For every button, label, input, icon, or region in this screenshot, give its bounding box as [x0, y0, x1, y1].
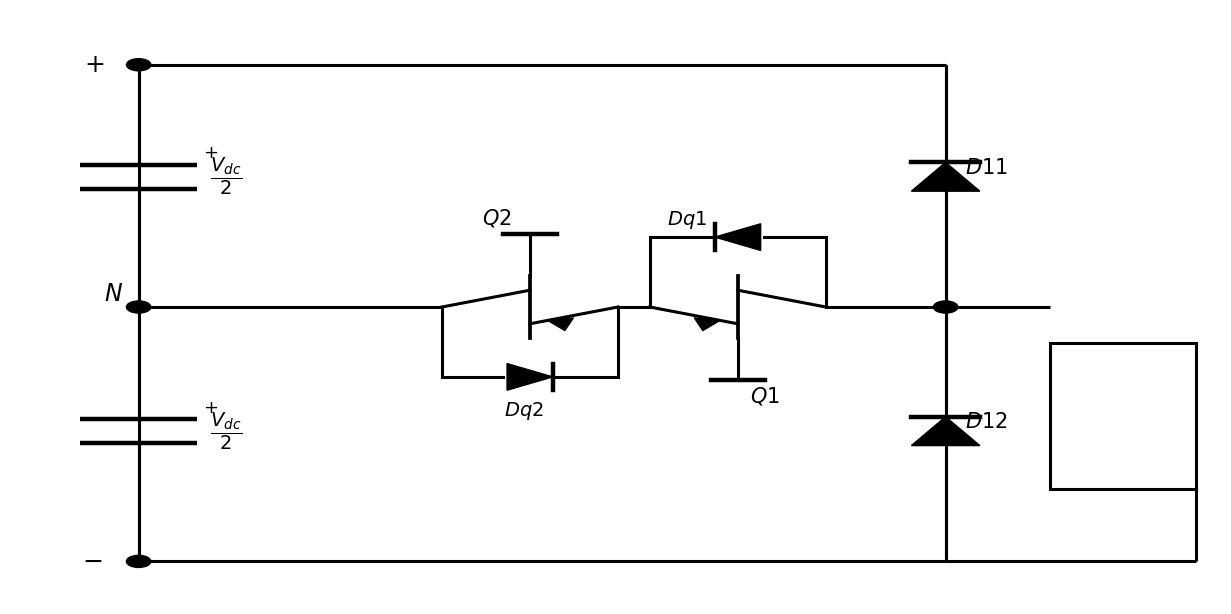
Polygon shape [911, 417, 980, 446]
Bar [1050, 343, 1197, 489]
Text: $\dfrac{V_{dc}}{2}$: $\dfrac{V_{dc}}{2}$ [209, 156, 241, 198]
Text: $Q2$: $Q2$ [483, 208, 512, 229]
Circle shape [933, 301, 958, 313]
Text: $-$: $-$ [81, 550, 102, 573]
Text: $S$: $S$ [1112, 399, 1135, 433]
Circle shape [127, 59, 151, 71]
Text: $Q1$: $Q1$ [750, 385, 779, 406]
Text: $Dq2$: $Dq2$ [503, 400, 544, 422]
Polygon shape [911, 162, 980, 191]
Text: $D11$: $D11$ [965, 158, 1008, 177]
Text: $+$: $+$ [203, 398, 219, 417]
Text: $D12$: $D12$ [965, 412, 1008, 432]
Text: $+$: $+$ [84, 53, 105, 77]
Text: $+$: $+$ [203, 144, 219, 162]
Polygon shape [715, 223, 761, 251]
Polygon shape [507, 363, 553, 391]
Text: $\dfrac{V_{dc}}{2}$: $\dfrac{V_{dc}}{2}$ [209, 411, 241, 452]
Polygon shape [548, 318, 574, 330]
Circle shape [127, 301, 151, 313]
Polygon shape [694, 318, 719, 330]
Text: $N$: $N$ [103, 282, 123, 306]
Circle shape [127, 555, 151, 567]
Text: $Dq1$: $Dq1$ [667, 209, 707, 231]
